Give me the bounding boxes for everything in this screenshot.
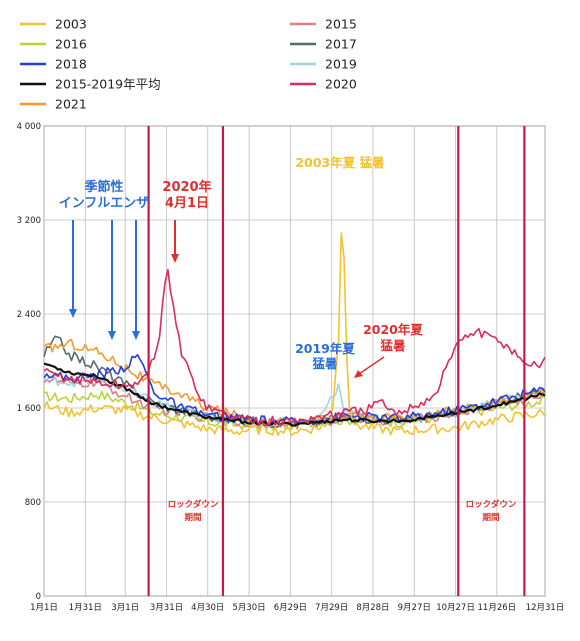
flu-annotation: 季節性 インフルエンザ (59, 179, 150, 340)
x-tick-label: 12月31日 (526, 603, 565, 613)
series-line-2018 (43, 353, 546, 427)
flu-arrow-3 (132, 220, 140, 340)
y-tick-label: 0 (36, 592, 41, 602)
y-tick-label: 800 (25, 498, 41, 508)
x-tick-label: 7月29日 (315, 603, 348, 613)
legend-label: 2017 (325, 37, 357, 52)
heat2019-annotation: 2019年夏 猛暑 (295, 341, 355, 371)
apr1-arrow (171, 220, 179, 263)
legend-label: 2016 (55, 37, 87, 52)
series-lines (43, 232, 546, 437)
legend-item: 2017 (290, 37, 357, 52)
legend-item: 2003 (20, 17, 87, 32)
y-tick-label: 2 400 (17, 310, 41, 320)
x-tick-label: 11月26日 (478, 603, 517, 613)
x-tick-label: 8月28日 (356, 603, 389, 613)
legend: 2003 2016 2018 2015-2019年平均 2021 2015 2017 2019… (20, 17, 357, 112)
x-tick-label: 9月27日 (398, 603, 431, 613)
heat2020-label-line2: 猛暑 (379, 338, 405, 353)
y-tick-label: 4 000 (17, 122, 41, 132)
x-tick-label: 1月1日 (30, 603, 58, 613)
flu-arrow-2 (108, 220, 116, 340)
x-tick-label: 3月1日 (111, 603, 139, 613)
x-tick-label: 3月31日 (150, 603, 183, 613)
x-axis-ticks: 1月1日 1月31日 3月1日 3月31日 4月30日 5月30日 6月29日 7月29日 8月… (30, 603, 564, 613)
lockdown2-annotation: ロックダウン 期間 (466, 499, 517, 523)
legend-item: 2021 (20, 97, 87, 112)
lockdown-lines (147, 126, 526, 596)
lockdown2-label-line2: 期間 (482, 512, 499, 523)
y-tick-label: 1 600 (17, 404, 41, 414)
x-tick-label: 5月30日 (232, 603, 265, 613)
apr1-label-line1: 2020年 (162, 179, 211, 195)
legend-item: 2015-2019年平均 (20, 77, 161, 92)
lockdown2-label-line1: ロックダウン (466, 499, 517, 510)
legend-item: 2018 (20, 57, 87, 72)
lockdown1-annotation: ロックダウン 期間 (168, 499, 219, 523)
legend-label: 2021 (55, 97, 87, 112)
series-line-2020 (43, 268, 546, 427)
x-tick-label: 4月30日 (191, 603, 224, 613)
y-tick-label: 3 200 (17, 216, 41, 226)
x-tick-label: 1月31日 (69, 603, 102, 613)
heat2003-label: 2003年夏 猛暑 (295, 155, 384, 170)
flu-label-line2: インフルエンザ (59, 196, 150, 211)
legend-label: 2019 (325, 57, 357, 72)
legend-label: 2020 (325, 77, 357, 92)
heat2020-annotation: 2020年夏 猛暑 (354, 322, 423, 378)
heat2020-arrow (354, 356, 385, 378)
heat2020-label-line1: 2020年夏 (363, 322, 423, 337)
y-axis-ticks: 4 000 3 200 2 400 1 600 800 0 (17, 122, 41, 602)
apr1-annotation: 2020年 4月1日 (162, 179, 212, 263)
lockdown1-label-line2: 期間 (184, 512, 201, 523)
lockdown1-label-line1: ロックダウン (168, 499, 219, 510)
flu-label-line1: 季節性 (83, 179, 123, 195)
series-line-2003 (43, 232, 546, 437)
legend-item: 2015 (290, 17, 357, 32)
heat2019-label-line1: 2019年夏 (295, 341, 355, 356)
legend-label: 2003 (55, 17, 87, 32)
legend-item: 2016 (20, 37, 87, 52)
x-tick-label: 6月29日 (274, 603, 307, 613)
flu-arrow-1 (69, 220, 77, 318)
legend-label: 2018 (55, 57, 87, 72)
legend-label: 2015 (325, 17, 357, 32)
legend-item: 2020 (290, 77, 357, 92)
heat2019-label-line2: 猛暑 (311, 356, 337, 371)
series-line-avg (43, 362, 546, 427)
apr1-label-line2: 4月1日 (165, 196, 209, 211)
legend-item: 2019 (290, 57, 357, 72)
x-tick-label: 10月27日 (436, 603, 475, 613)
legend-label: 2015-2019年平均 (55, 77, 161, 92)
